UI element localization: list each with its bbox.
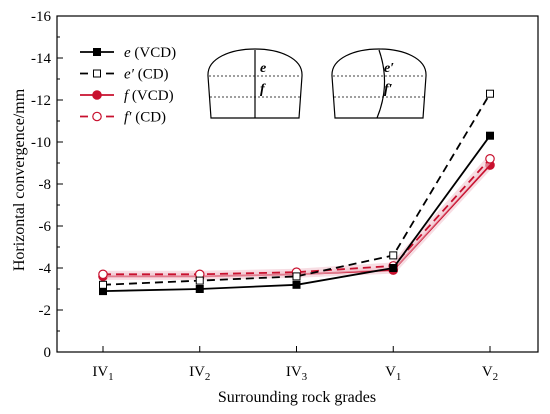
x-tick-label: V2 — [482, 364, 498, 383]
legend-label: f (VCD) — [124, 88, 174, 104]
data-point — [195, 276, 204, 285]
series-line — [102, 93, 491, 286]
legend-item: f′ (CD) — [80, 110, 166, 126]
tunnel-section-insets: ef e′ f′ — [207, 48, 427, 119]
data-point — [92, 90, 102, 100]
y-axis-title: Horizontal convergence/mm — [11, 88, 28, 271]
data-point — [389, 264, 398, 272]
legend-label: f′ (CD) — [124, 110, 166, 126]
inset-lower-label: f′ — [384, 82, 393, 97]
y-tick-label: -12 — [31, 93, 51, 109]
data-point — [195, 285, 204, 293]
legend-label: e (VCD) — [124, 45, 176, 61]
data-point — [486, 89, 494, 98]
data-point — [292, 280, 301, 289]
y-tick-label: -6 — [39, 219, 52, 235]
data-point — [98, 269, 108, 280]
data-point — [93, 69, 101, 78]
x-tick-label: IV1 — [92, 364, 113, 383]
data-point — [485, 154, 495, 164]
inset-upper-label: e — [260, 61, 266, 76]
data-point — [292, 272, 301, 281]
legend-item: f (VCD) — [80, 88, 174, 104]
legend-item: e (VCD) — [80, 45, 176, 61]
y-tick-label: 0 — [44, 345, 52, 361]
inset-lower-label: f — [260, 82, 266, 97]
y-tick-label: -8 — [39, 177, 52, 193]
x-axis-title: Surrounding rock grades — [218, 389, 376, 406]
legend-item: e′ (CD) — [80, 67, 169, 83]
x-tick-label: V1 — [385, 364, 401, 383]
y-tick-label: -2 — [39, 303, 52, 319]
tunnel-outline — [331, 48, 427, 119]
tunnel-section: ef — [207, 48, 303, 119]
y-tick-label: -14 — [31, 51, 51, 67]
y-tick-label: -10 — [31, 135, 51, 151]
x-tick-label: IV2 — [189, 364, 210, 383]
data-point — [99, 280, 107, 289]
series-1 — [99, 89, 494, 289]
series-0 — [99, 131, 494, 296]
series-line — [103, 158, 491, 276]
y-tick-label: -4 — [39, 261, 52, 277]
tunnel-section: e′ f′ — [331, 48, 427, 119]
data-point — [389, 251, 398, 260]
legend-label: e′ (CD) — [124, 67, 169, 83]
axes: 0 -2 -4 -6 -8 -10 -12 -14 -16 IV1 IV2 IV3 V1 V2 — [31, 9, 539, 383]
data-point — [93, 48, 101, 56]
series-layer — [98, 89, 495, 296]
x-tick-label: IV3 — [286, 364, 308, 383]
partition-wall — [376, 49, 386, 119]
series-3 — [98, 154, 495, 280]
data-point — [92, 111, 102, 122]
y-tick-label: -16 — [31, 9, 51, 25]
data-point — [486, 131, 494, 140]
legend: e (VCD) e′ (CD) f (VCD) f′ (CD) — [80, 45, 176, 126]
inset-upper-label: e′ — [384, 61, 394, 76]
